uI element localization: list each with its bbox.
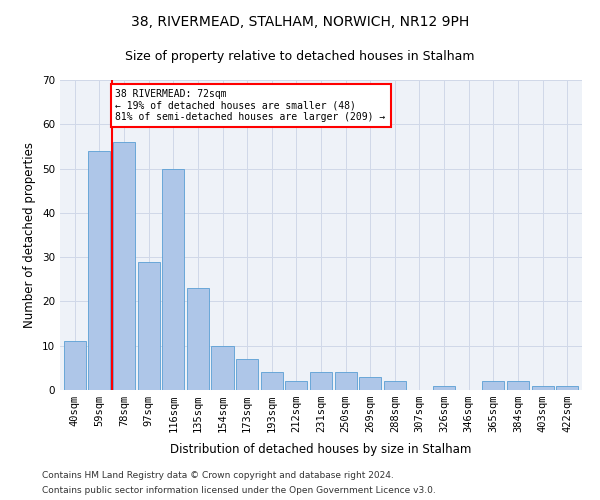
- Bar: [384, 381, 406, 390]
- Bar: [64, 342, 86, 390]
- Bar: [433, 386, 455, 390]
- Bar: [532, 386, 554, 390]
- Bar: [187, 288, 209, 390]
- Bar: [310, 372, 332, 390]
- Text: 38 RIVERMEAD: 72sqm
← 19% of detached houses are smaller (48)
81% of semi-detach: 38 RIVERMEAD: 72sqm ← 19% of detached ho…: [115, 89, 386, 122]
- Y-axis label: Number of detached properties: Number of detached properties: [23, 142, 37, 328]
- Bar: [211, 346, 233, 390]
- Bar: [556, 386, 578, 390]
- Bar: [507, 381, 529, 390]
- Text: Contains HM Land Registry data © Crown copyright and database right 2024.: Contains HM Land Registry data © Crown c…: [42, 471, 394, 480]
- Bar: [88, 151, 110, 390]
- Bar: [137, 262, 160, 390]
- Bar: [285, 381, 307, 390]
- X-axis label: Distribution of detached houses by size in Stalham: Distribution of detached houses by size …: [170, 444, 472, 456]
- Bar: [236, 359, 258, 390]
- Bar: [335, 372, 357, 390]
- Bar: [113, 142, 135, 390]
- Bar: [359, 376, 382, 390]
- Bar: [260, 372, 283, 390]
- Bar: [162, 168, 184, 390]
- Text: Size of property relative to detached houses in Stalham: Size of property relative to detached ho…: [125, 50, 475, 63]
- Bar: [482, 381, 505, 390]
- Text: 38, RIVERMEAD, STALHAM, NORWICH, NR12 9PH: 38, RIVERMEAD, STALHAM, NORWICH, NR12 9P…: [131, 15, 469, 29]
- Text: Contains public sector information licensed under the Open Government Licence v3: Contains public sector information licen…: [42, 486, 436, 495]
